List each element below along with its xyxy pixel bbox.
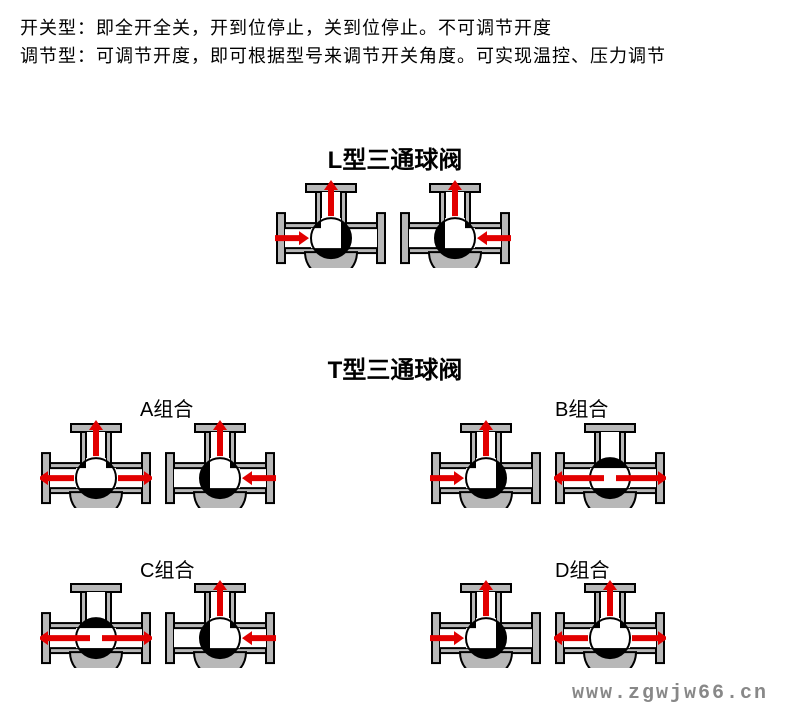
valve-diagram: [430, 420, 542, 508]
valve-diagram: [430, 580, 542, 668]
valve-diagram: [164, 420, 276, 508]
valve-diagram: [40, 580, 152, 668]
t-group-a-row: [40, 420, 276, 508]
group-a-label: A组合: [140, 393, 193, 422]
l-type-title: L型三通球阀: [0, 140, 790, 175]
valve-diagram: [399, 180, 511, 268]
valve-diagram: [275, 180, 387, 268]
page-root: 开关型：即全开全关，开到位停止，关到位停止。不可调节开度 调节型：可调节开度，即…: [0, 0, 790, 721]
valve-diagram: [40, 420, 152, 508]
t-type-title: T型三通球阀: [0, 350, 790, 385]
group-c-label: C组合: [140, 554, 194, 583]
description-line-1: 开关型：即全开全关，开到位停止，关到位停止。不可调节开度: [20, 14, 552, 40]
t-group-d-row: [430, 580, 666, 668]
l-type-valve-row: [275, 180, 511, 268]
valve-diagram: [554, 580, 666, 668]
valve-diagram: [554, 420, 666, 508]
description-line-2: 调节型：可调节开度，即可根据型号来调节开关角度。可实现温控、压力调节: [20, 42, 666, 68]
group-b-label: B组合: [555, 393, 608, 422]
watermark-text: www.zgwjw66.cn: [572, 682, 768, 705]
valve-diagram: [164, 580, 276, 668]
t-group-c-row: [40, 580, 276, 668]
t-group-b-row: [430, 420, 666, 508]
group-d-label: D组合: [555, 554, 609, 583]
